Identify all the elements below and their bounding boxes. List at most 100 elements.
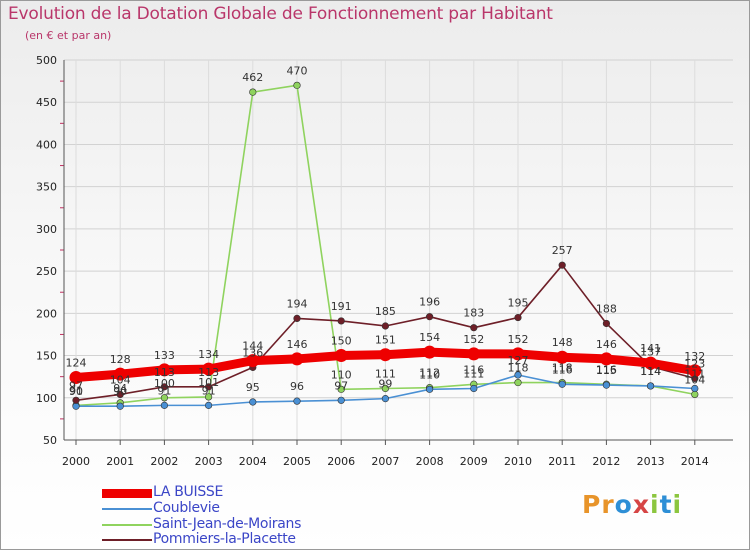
data-label-pommiers-la-placette: 183	[463, 307, 484, 320]
logo-letter: i	[672, 490, 683, 519]
legend-swatch	[102, 524, 152, 526]
data-label-saint-jean-de-moirans: 111	[375, 367, 396, 380]
data-label-coublevie: 95	[246, 381, 260, 394]
data-label-coublevie: 110	[419, 368, 440, 381]
data-label-coublevie: 114	[640, 365, 661, 378]
data-point-la-buisse	[423, 345, 437, 359]
legend-item-saint-jean-de-moirans[interactable]: Saint-Jean-de-Moirans	[102, 516, 332, 534]
data-label-saint-jean-de-moirans: 104	[684, 373, 705, 386]
x-tick-label: 2006	[327, 455, 355, 468]
data-point-la-buisse	[644, 356, 658, 370]
data-point-coublevie	[646, 382, 655, 390]
legend-label: Pommiers-la-Placette	[153, 531, 296, 547]
data-label-saint-jean-de-moirans: 116	[596, 363, 617, 376]
y-tick-label: 50	[43, 434, 57, 447]
data-point-la-buisse	[246, 354, 260, 368]
data-label-la-buisse: 141	[640, 342, 661, 355]
x-tick-label: 2014	[681, 455, 709, 468]
data-label-la-buisse: 151	[375, 334, 396, 347]
data-label-saint-jean-de-moirans: 94	[113, 382, 127, 395]
data-label-la-buisse: 152	[508, 333, 529, 346]
data-point-coublevie	[691, 384, 699, 393]
data-label-pommiers-la-placette: 113	[154, 366, 175, 379]
data-label-la-buisse: 134	[198, 348, 219, 361]
data-point-saint-jean-de-moirans	[205, 393, 213, 401]
data-label-pommiers-la-placette: 191	[331, 300, 352, 313]
data-label-pommiers-la-placette: 137	[640, 346, 661, 359]
data-point-coublevie	[205, 401, 213, 409]
data-point-la-buisse	[69, 371, 83, 385]
data-point-pommiers-la-placette	[470, 324, 478, 332]
data-label-la-buisse: 128	[110, 353, 131, 366]
data-point-coublevie	[337, 396, 345, 404]
data-label-coublevie: 111	[463, 367, 484, 380]
logo-letter: x	[632, 490, 650, 519]
data-label-coublevie: 111	[684, 367, 705, 380]
logo-letter: i	[650, 490, 660, 519]
x-tick-label: 2010	[504, 455, 532, 468]
logo-letter: r	[601, 490, 615, 519]
data-label-la-buisse: 124	[66, 357, 87, 370]
label-layer: 124 128 133 134 144 146 150 151 154 152 152 148 146 1…	[66, 64, 706, 398]
x-tick-label: 2009	[460, 455, 488, 468]
data-point-pommiers-la-placette	[514, 313, 522, 322]
data-label-pommiers-la-placette: 104	[110, 373, 131, 386]
data-point-la-buisse	[290, 352, 304, 366]
x-tick-label: 2008	[416, 455, 444, 468]
data-point-saint-jean-de-moirans	[249, 88, 257, 96]
data-label-coublevie: 115	[596, 364, 617, 377]
data-label-la-buisse: 146	[287, 338, 308, 351]
logo-letter: o	[614, 490, 633, 519]
legend-swatch	[102, 539, 152, 541]
legend-item-coublevie[interactable]: Coublevie	[102, 500, 332, 518]
data-label-saint-jean-de-moirans: 118	[552, 362, 573, 375]
data-point-pommiers-la-placette	[160, 383, 168, 391]
data-label-coublevie: 116	[552, 363, 573, 376]
data-point-saint-jean-de-moirans	[514, 378, 522, 387]
data-label-pommiers-la-placette: 196	[419, 296, 440, 309]
data-label-coublevie: 99	[378, 378, 392, 391]
y-tick-label: 250	[36, 265, 57, 278]
y-tick-label: 350	[36, 181, 57, 194]
x-tick-label: 2001	[106, 455, 134, 468]
data-label-saint-jean-de-moirans: 118	[508, 362, 529, 375]
y-tick-label: 300	[36, 223, 57, 236]
data-point-pommiers-la-placette	[293, 314, 301, 323]
x-tick-label: 2002	[150, 455, 178, 468]
data-label-saint-jean-de-moirans: 114	[640, 365, 661, 378]
data-label-la-buisse: 152	[463, 333, 484, 346]
data-point-coublevie	[293, 397, 301, 405]
data-point-pommiers-la-placette	[72, 396, 80, 404]
legend-item-la-buisse[interactable]: LA BUISSE	[102, 484, 332, 502]
data-point-la-buisse	[467, 347, 481, 361]
x-tick-label: 2007	[371, 455, 399, 468]
data-point-coublevie	[160, 401, 168, 409]
data-point-saint-jean-de-moirans	[381, 384, 390, 393]
data-point-pommiers-la-placette	[426, 313, 434, 321]
series-layer	[69, 81, 702, 410]
data-point-coublevie	[470, 384, 478, 393]
data-label-pommiers-la-placette: 194	[287, 297, 308, 310]
data-point-pommiers-la-placette	[558, 261, 566, 269]
legend-item-pommiers-la-placette[interactable]: Pommiers-la-Placette	[102, 531, 332, 549]
data-point-la-buisse	[378, 348, 392, 362]
data-point-saint-jean-de-moirans	[160, 394, 168, 402]
y-tick-label: 500	[36, 54, 57, 67]
data-label-saint-jean-de-moirans: 91	[69, 384, 83, 397]
data-label-coublevie: 91	[157, 384, 171, 397]
data-label-pommiers-la-placette: 185	[375, 305, 396, 318]
data-label-la-buisse: 146	[596, 338, 617, 351]
x-tick-label: 2013	[637, 455, 665, 468]
y-tick-label: 150	[36, 350, 57, 363]
data-point-la-buisse	[334, 349, 348, 363]
logo-letter: t	[659, 490, 673, 519]
y-tick-label: 200	[36, 307, 57, 320]
data-label-la-buisse: 132	[684, 350, 705, 363]
data-label-pommiers-la-placette: 136	[242, 346, 263, 359]
data-label-coublevie: 90	[69, 385, 83, 398]
data-label-la-buisse: 150	[331, 335, 352, 348]
data-label-coublevie: 127	[508, 354, 529, 367]
data-point-la-buisse	[157, 363, 171, 377]
data-label-saint-jean-de-moirans: 116	[463, 363, 484, 376]
